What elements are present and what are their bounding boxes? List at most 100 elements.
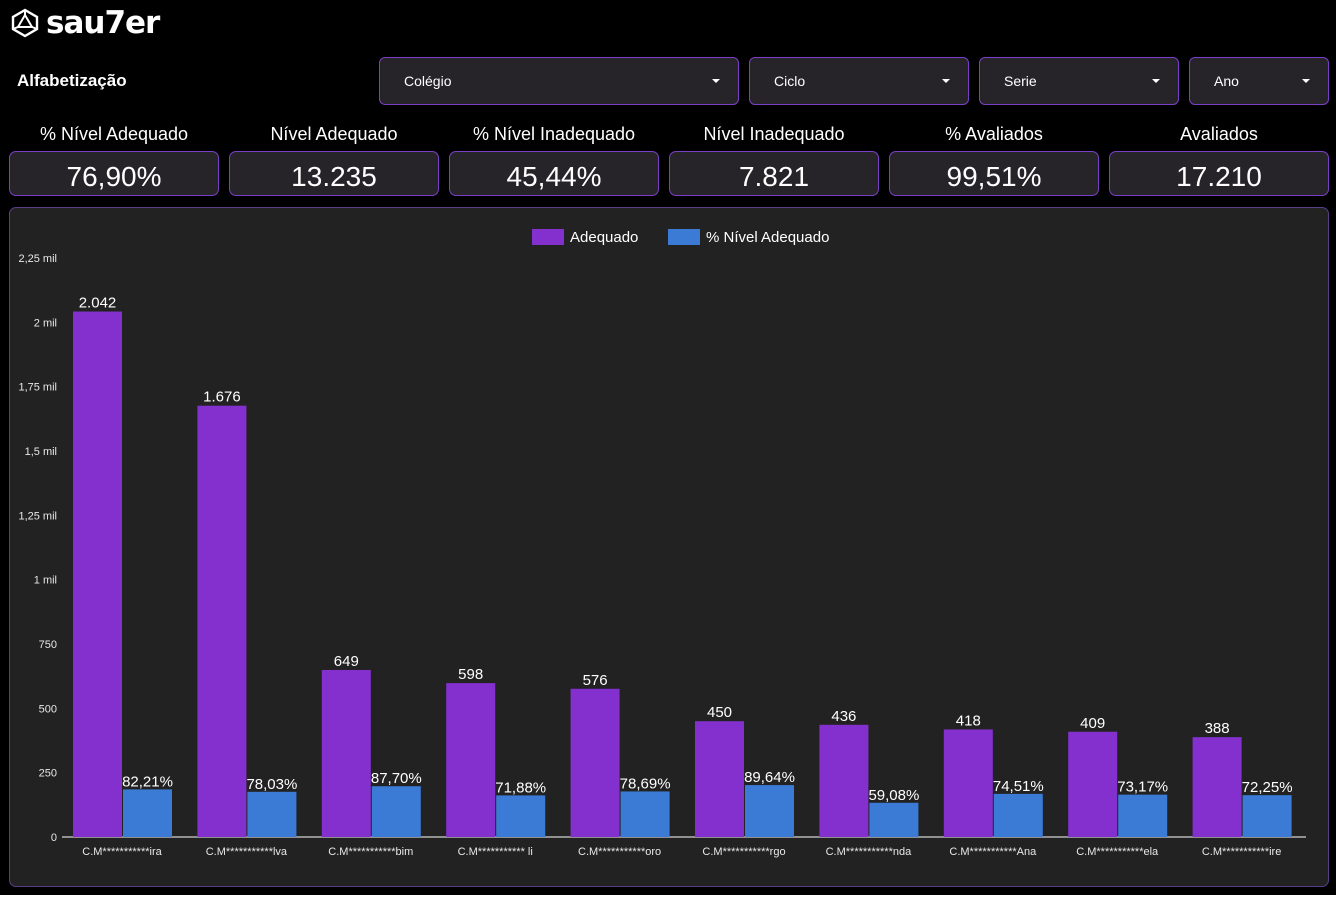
data-label-pct-nivel-adequado: 71,88% [495,779,546,796]
x-tick-label: C.M***********lva [206,846,288,858]
brand-name: sau7er [46,5,160,41]
data-label-adequado: 576 [583,672,608,689]
kpi-value: 17.210 [1109,151,1329,196]
chevron-down-icon [942,79,950,83]
kpi-label: % Avaliados [945,124,1043,144]
x-tick-label: C.M***********Ana [949,846,1037,858]
data-label-adequado: 598 [458,666,483,683]
filter-serie-label: Serie [1004,73,1037,89]
data-label-adequado: 649 [334,653,359,670]
x-tick-label: C.M*********** li [458,846,533,858]
page-title: Alfabetização [17,71,127,90]
bar-pct-nivel-adequado [123,789,172,837]
legend-swatch-pct-nivel-adequado [668,229,700,245]
kpi-value: 99,51% [889,151,1099,196]
dice-icon [11,8,39,38]
legend-swatch-adequado [532,229,564,245]
legend-label-pct-nivel-adequado: % Nível Adequado [706,229,829,246]
data-label-adequado: 388 [1205,720,1230,737]
data-label-pct-nivel-adequado: 78,03% [246,776,297,793]
bar-adequado [197,405,247,837]
kpi-nivel-inadequado: Nível Inadequado 7.821 [669,121,879,196]
x-tick-label: C.M***********rgo [702,846,785,858]
kpi-label: Nível Inadequado [703,124,845,144]
data-label-adequado: 450 [707,704,732,721]
x-tick-label: C.M***********oro [578,846,661,858]
bar-pct-nivel-adequado [745,785,794,837]
bar-adequado [1192,737,1242,837]
kpi-pct-avaliados: % Avaliados 99,51% [889,121,1099,196]
chevron-down-icon [1152,79,1160,83]
bar-pct-nivel-adequado [620,791,670,837]
bar-adequado [1068,731,1118,837]
data-label-pct-nivel-adequado: 87,70% [371,770,422,787]
bar-adequado [321,669,371,837]
kpi-value: 7.821 [669,151,879,196]
bar-pct-nivel-adequado [993,793,1043,837]
y-tick-label: 2 mil [34,317,57,329]
bar-pct-nivel-adequado [1118,794,1168,837]
data-label-pct-nivel-adequado: 82,21% [122,773,173,790]
kpi-value: 13.235 [229,151,439,196]
bar-adequado [570,688,620,837]
y-tick-label: 750 [39,639,57,651]
data-label-pct-nivel-adequado: 89,64% [744,769,795,786]
chart-panel: 0 250 500 750 1 mil 1,25 mil 1,5 mil 1,75 mil 2 … [9,207,1329,887]
kpi-label: Avaliados [1180,124,1258,144]
data-label-adequado: 409 [1080,715,1105,732]
kpi-label: % Nível Adequado [39,124,189,144]
y-tick-label: 250 [39,768,57,780]
kpi-value: 45,44% [449,151,659,196]
y-tick-label: 1,5 mil [25,446,57,458]
x-tick-label: C.M***********nda [826,846,912,858]
x-tick-label: C.M***********ira [82,846,162,858]
x-tick-label: C.M***********ire [1202,846,1281,858]
filter-ano[interactable]: Ano [1189,57,1329,105]
data-label-adequado: 418 [956,712,981,729]
chevron-down-icon [1302,79,1310,83]
data-label-pct-nivel-adequado: 72,25% [1242,779,1293,796]
y-tick-label: 2,25 mil [18,253,57,265]
bar-pct-nivel-adequado [247,791,297,837]
kpi-value: 76,90% [9,151,219,196]
filter-serie[interactable]: Serie [979,57,1179,105]
data-label-adequado: 2.042 [79,295,117,312]
data-label-adequado: 436 [831,708,856,725]
bar-adequado [943,729,993,837]
kpi-avaliados: Avaliados 17.210 [1109,121,1329,196]
kpi-label: Nível Adequado [270,124,398,144]
data-label-pct-nivel-adequado: 73,17% [1117,779,1168,796]
bar-chart: 0 250 500 750 1 mil 1,25 mil 1,5 mil 1,75 mil 2 … [18,229,1306,858]
bar-pct-nivel-adequado [1242,795,1292,837]
y-tick-label: 1,75 mil [18,382,57,394]
kpi-pct-nivel-adequado: % Nível Adequado 76,90% [9,121,219,196]
data-label-pct-nivel-adequado: 78,69% [620,775,671,792]
chevron-down-icon [712,79,720,83]
bar-adequado [819,724,869,837]
bar-adequado [695,721,744,837]
bar-adequado [73,311,122,837]
data-label-pct-nivel-adequado: 59,08% [868,787,919,804]
data-label-pct-nivel-adequado: 74,51% [993,778,1044,795]
filter-ciclo-label: Ciclo [774,73,806,89]
kpi-pct-nivel-inadequado: % Nível Inadequado 45,44% [449,121,659,196]
y-tick-label: 1 mil [34,575,57,587]
y-tick-label: 1,25 mil [18,510,57,522]
bar-pct-nivel-adequado [869,802,919,837]
legend-label-adequado: Adequado [570,229,638,246]
y-tick-label: 0 [51,832,57,844]
filter-colegio-label: Colégio [404,73,452,89]
bottom-divider [0,895,1336,898]
filter-colegio[interactable]: Colégio [379,57,739,105]
kpi-label: % Nível Inadequado [472,124,636,144]
filter-ciclo[interactable]: Ciclo [749,57,969,105]
brand-logo: sau7er [10,5,160,41]
bar-pct-nivel-adequado [371,786,421,837]
x-tick-label: C.M***********ela [1076,846,1159,858]
filter-ano-label: Ano [1214,73,1239,89]
data-label-adequado: 1.676 [203,389,241,406]
bar-pct-nivel-adequado [496,795,546,837]
y-tick-label: 500 [39,703,57,715]
kpi-nivel-adequado: Nível Adequado 13.235 [229,121,439,196]
x-tick-label: C.M***********bim [328,846,413,858]
